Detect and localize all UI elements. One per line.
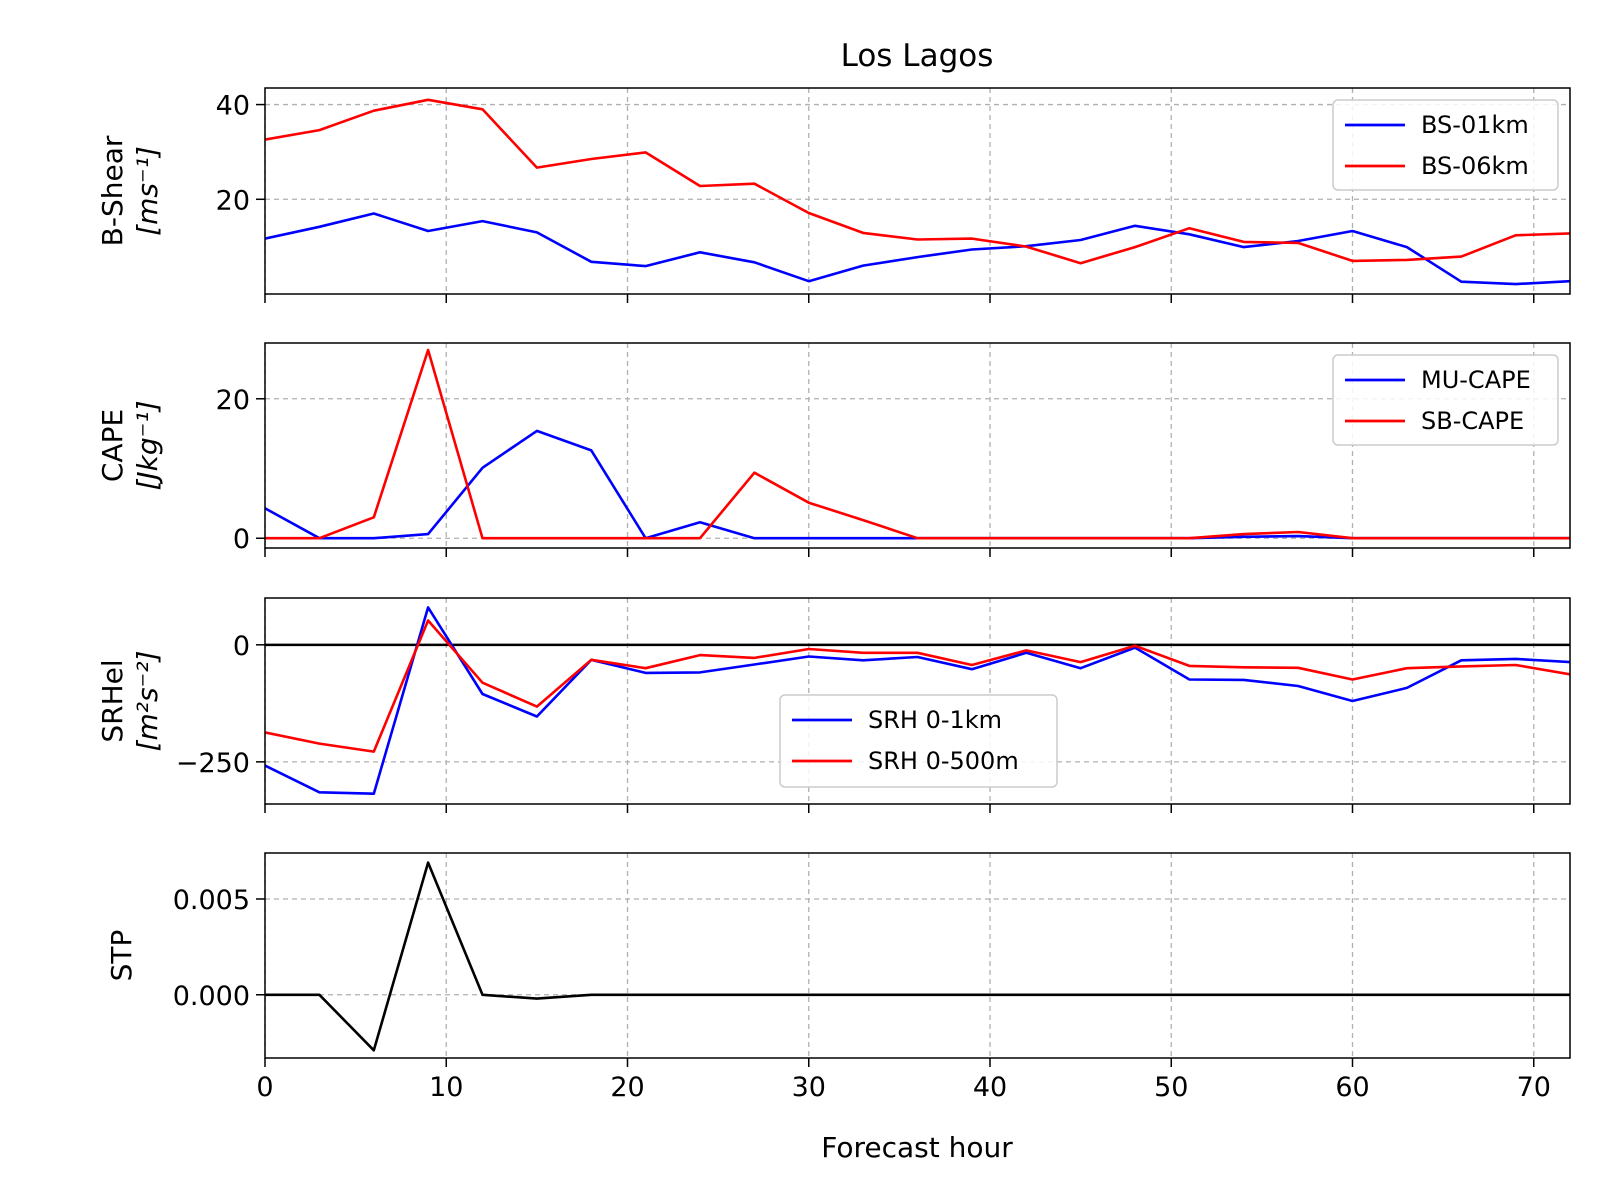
y-tick-label: 20: [216, 185, 250, 216]
x-tick-label: 10: [429, 1072, 463, 1103]
legend-label: MU-CAPE: [1421, 366, 1531, 394]
x-tick-label: 70: [1517, 1072, 1551, 1103]
panel-1: 20 40 B-Shear [ms⁻¹] BS-01km BS-06km: [96, 87, 1571, 303]
y-axis-label: B-Shear: [96, 135, 129, 246]
legend-label: SRH 0-500m: [868, 747, 1019, 775]
y-tick-label: −250: [176, 748, 250, 779]
legend-label: SB-CAPE: [1421, 407, 1524, 435]
x-axis-label: Forecast hour: [821, 1131, 1013, 1164]
legend-box: [1332, 354, 1559, 446]
series-line-2: [265, 98, 1570, 265]
panel-4: 0 10 20 30 40 50 60 70 0.000 0.005 STP: [105, 852, 1571, 1103]
x-tick-label: 60: [1335, 1072, 1369, 1103]
legend-label: SRH 0-1km: [868, 706, 1002, 734]
y-axis-label: SRHel: [96, 659, 129, 742]
legend-box: [779, 694, 1058, 788]
series-line-2: [265, 348, 1570, 540]
panel-3: −250 0 SRHel [m²s⁻²] SRH 0-1km SRH 0-500m: [96, 597, 1571, 813]
y-tick-label: 40: [216, 91, 250, 122]
legend: SRH 0-1km SRH 0-500m: [779, 694, 1058, 788]
legend-label: BS-06km: [1421, 152, 1529, 180]
axes-frame: [264, 597, 1571, 805]
axes-frame: [264, 87, 1571, 295]
x-tick-label: 0: [256, 1072, 273, 1103]
panel-2: 0 20 CAPE [Jkg⁻¹] MU-CAPE SB-CAPE: [96, 342, 1571, 557]
legend: BS-01km BS-06km: [1332, 99, 1559, 191]
y-tick-label: 0: [233, 631, 250, 662]
legend-box: [1332, 99, 1559, 191]
y-tick-label: 0.000: [173, 981, 250, 1012]
legend: MU-CAPE SB-CAPE: [1332, 354, 1559, 446]
axes-frame: [264, 342, 1571, 549]
x-tick-label: 50: [1154, 1072, 1188, 1103]
y-tick-label: 20: [216, 385, 250, 416]
chart-title: Los Lagos: [841, 38, 994, 74]
legend-label: BS-01km: [1421, 111, 1529, 139]
series-line-1: [265, 429, 1570, 540]
x-tick-label: 40: [973, 1072, 1007, 1103]
y-axis-label: STP: [105, 930, 138, 982]
series-line-2: [265, 619, 1570, 753]
series-line-1: [265, 861, 1570, 1052]
y-axis-label: CAPE: [96, 409, 129, 482]
axes-frame: [264, 852, 1571, 1059]
x-tick-label: 20: [610, 1072, 644, 1103]
y-tick-label: 0.005: [173, 885, 250, 916]
x-tick-label: 30: [792, 1072, 826, 1103]
series-line-1: [265, 212, 1570, 286]
y-axis-unit: [Jkg⁻¹]: [131, 400, 164, 490]
y-tick-label: 0: [233, 524, 250, 555]
y-axis-unit: [m²s⁻²]: [131, 651, 164, 752]
y-axis-unit: [ms⁻¹]: [131, 146, 164, 236]
series-line-1: [265, 606, 1570, 796]
